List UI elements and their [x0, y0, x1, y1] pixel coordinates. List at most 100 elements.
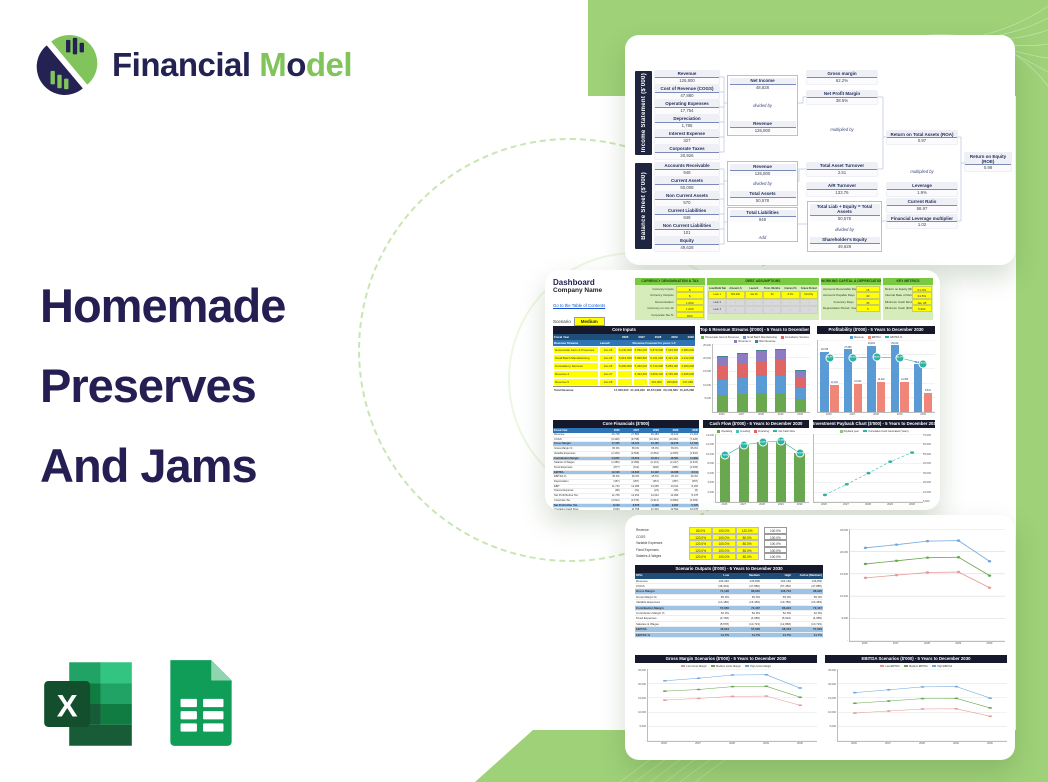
core-inputs-table[interactable]: Homemade Jams & Preserves Jan 26 6,240,000…	[553, 346, 695, 386]
table-cell: -	[617, 378, 633, 386]
x-tick-label: 2030	[797, 742, 803, 745]
legend-label: Homemade Jams & Preserves	[705, 335, 739, 339]
table-row: Gross Margin 71,136 88,920 106,704 88,920	[635, 589, 823, 595]
plot-area	[837, 669, 1007, 742]
x-tick-label: 2030	[909, 503, 915, 506]
legend-label: Low EBITDA	[885, 664, 900, 668]
bar	[843, 349, 853, 412]
plot-area	[647, 669, 817, 742]
legend-item: Revenue	[849, 335, 864, 339]
table-cell: (19,780)	[780, 600, 791, 605]
table-row: Minimum Cash Month Jan 28	[884, 298, 932, 306]
x-tick-label: 2027	[849, 413, 856, 416]
table-cell: $	[675, 286, 704, 293]
table-cell: Net Profit After Tax	[554, 503, 578, 507]
x-tick-label: 2030	[797, 413, 804, 416]
table-cell: 57,029	[751, 627, 760, 632]
table-cell: Gross Margin %	[554, 447, 573, 451]
table-cell: 5,460,000	[632, 362, 649, 370]
legend-item: EBITDA	[867, 335, 881, 339]
y-tick-label: -	[710, 409, 711, 413]
table-cell: Revenue Forecast for years 1-5	[632, 341, 676, 345]
data-point-circle: 45.5%	[872, 352, 881, 362]
table-cell: 13,368	[670, 470, 679, 474]
bar	[738, 444, 750, 502]
table-cell: 23,149,580	[662, 386, 679, 392]
core-inputs-title: Core Inputs	[553, 326, 695, 334]
table-cell: 29,484	[650, 433, 659, 436]
profitability-chart-title: Profitability ($'000) - 5 Years to Decem…	[817, 326, 935, 334]
table-of-contents-link[interactable]: Go to the Table of Contents	[553, 303, 606, 308]
x-axis: 2026 2027 2028 2029 2030	[849, 642, 1005, 647]
y-tick-label: 12,000	[706, 443, 714, 447]
table-cell: (912)	[633, 465, 640, 469]
table-cell: 2030	[692, 429, 698, 432]
profitability-chart: Revenue EBITDA EBITDA % 26,708 27,880 29,484 2…	[817, 334, 935, 418]
bar	[736, 363, 748, 379]
table-row: Denomination 1,000	[636, 298, 704, 306]
table-cell: 136,800	[749, 578, 760, 583]
bar	[775, 440, 787, 502]
plot-area-wrap: 2026 2027 2028 2029 2030	[813, 434, 923, 508]
scenario-selector[interactable]: Medium	[573, 317, 605, 326]
table-row: Consultancy Services Jan 26 5,200,000 5,460…	[553, 362, 695, 370]
x-tick-label: 2027	[738, 413, 745, 416]
flow-box-tle: Total Liab + Equity = Total Assets 50,578	[809, 203, 880, 221]
table-cell: Variable Expenses	[554, 451, 576, 455]
table-cell: (6)	[694, 489, 698, 493]
currency-panel: CURRENCY DENOMINATION & TAX Currency Inp…	[635, 278, 705, 320]
table-cell: 17,360	[611, 442, 620, 446]
bar	[900, 381, 909, 412]
table-cell: Active (Medium)	[799, 573, 822, 577]
table-cell: (948)	[652, 465, 659, 469]
profitability-section: Profitability ($'000) - 5 Years to Decem…	[817, 326, 935, 418]
operator-divided-by: divided by	[835, 226, 854, 232]
table-cell: 13,042	[650, 494, 659, 498]
plot-area: 9,604 11,758 12,310 12,592 10,078	[715, 434, 809, 503]
table-cell: -	[744, 306, 763, 314]
operator-multiplied-by: multiplied by	[910, 169, 934, 174]
table-cell: 88,920	[813, 589, 822, 594]
table-cell: Corporate Tax %	[651, 312, 674, 317]
chart-body: 25,000 20,000 15,000 10,000 5,000-2026 2027 20…	[635, 669, 817, 747]
table-cell: 26,708	[611, 433, 620, 436]
bar	[736, 353, 748, 354]
legend-swatch	[736, 429, 740, 433]
y-tick-label: 55,000	[923, 452, 931, 456]
table-cell: 15,425,280	[678, 386, 696, 392]
x-tick-label: 2028	[919, 742, 925, 745]
table-cell: Jan 28	[911, 298, 932, 306]
bar	[794, 399, 806, 412]
table-cell: 80.0%	[735, 540, 759, 547]
table-cell: 15,613	[631, 456, 640, 460]
operator-add: Add	[758, 234, 767, 240]
table-cell: 120.0%	[689, 533, 713, 541]
table-cell: 19,246	[670, 442, 679, 446]
table-cell: 60	[762, 291, 782, 299]
table-cell: Monthly	[799, 291, 818, 299]
flow-box-flm: Financial Leverage multiplier 1.02	[887, 215, 957, 228]
legend-item: Other Revenue	[754, 339, 776, 343]
table-cell: 9,604	[613, 508, 620, 510]
table-cell: 80.0%	[689, 527, 713, 534]
table-row: EBITDA 45,624 57,029 68,434 57,029	[635, 627, 823, 633]
x-tick-label: 2027	[892, 642, 899, 645]
table-cell: 8,578	[632, 503, 640, 507]
y-tick-label: -	[847, 639, 848, 642]
y-axis: 25,000 20,000 15,000 10,000 5,000 -	[700, 344, 712, 418]
table-row: Inventory Days 45	[822, 298, 880, 306]
table-cell: COGS	[636, 583, 645, 588]
table-cell: Loan/Debt Name	[709, 287, 726, 290]
table-cell: 71,136	[720, 589, 729, 594]
sensitivity-inputs-table[interactable]: Revenue 80.0% 100.0% 120.0% 100.0% COGS 120.0%…	[635, 527, 787, 560]
x-tick-label: 2028	[759, 503, 765, 506]
table-row: Internal Rate of Return (IRR)34.5%	[884, 292, 932, 299]
table-cell: 2027	[633, 429, 640, 432]
y-tick-label: 14,000	[706, 434, 714, 437]
flow-box-roe: Return on Equity (ROE) 0.98	[965, 153, 1011, 171]
flow-group-net-income: Net Income 48,828 divided by Revenue 126,8…	[727, 75, 798, 136]
table-cell: (2,403)	[611, 451, 620, 455]
table-cell: 9,129	[652, 503, 659, 507]
table-cell: 22,674,960	[645, 386, 663, 392]
ebitda-scenarios-chart: Low EBITDA Medium EBITDA High EBITDA 25,000…	[825, 663, 1007, 747]
